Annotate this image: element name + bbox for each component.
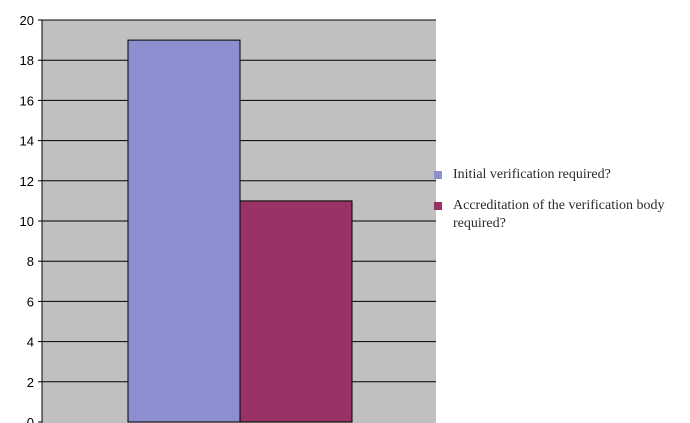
y-tick-label: 0 — [27, 415, 34, 423]
legend-label: Accreditation of the verification body r… — [453, 198, 665, 231]
bars — [127, 39, 353, 423]
bar-initial-verification — [127, 39, 241, 423]
y-tick-label: 8 — [27, 254, 34, 269]
y-tick-label: 6 — [27, 294, 34, 309]
y-tick-label: 18 — [20, 53, 34, 68]
y-tick-label: 14 — [20, 134, 34, 149]
legend-swatch — [434, 171, 442, 179]
legend-item-initial-verification: Initial verification required? — [434, 166, 690, 184]
y-axis-ticks: 0 2 4 6 8 10 12 14 16 18 20 — [20, 13, 42, 423]
legend-swatch — [434, 202, 442, 210]
bar-accreditation — [239, 200, 353, 423]
y-tick-label: 4 — [27, 335, 34, 350]
y-tick-label: 20 — [20, 13, 34, 28]
legend-item-accreditation: Accreditation of the verification body r… — [434, 197, 690, 233]
legend-label: Initial verification required? — [453, 167, 611, 182]
y-tick-label: 16 — [20, 93, 34, 108]
y-tick-label: 10 — [20, 214, 34, 229]
y-tick-label: 2 — [27, 375, 34, 390]
legend: Initial verification required? Accredita… — [434, 166, 690, 246]
y-tick-label: 12 — [20, 174, 34, 189]
